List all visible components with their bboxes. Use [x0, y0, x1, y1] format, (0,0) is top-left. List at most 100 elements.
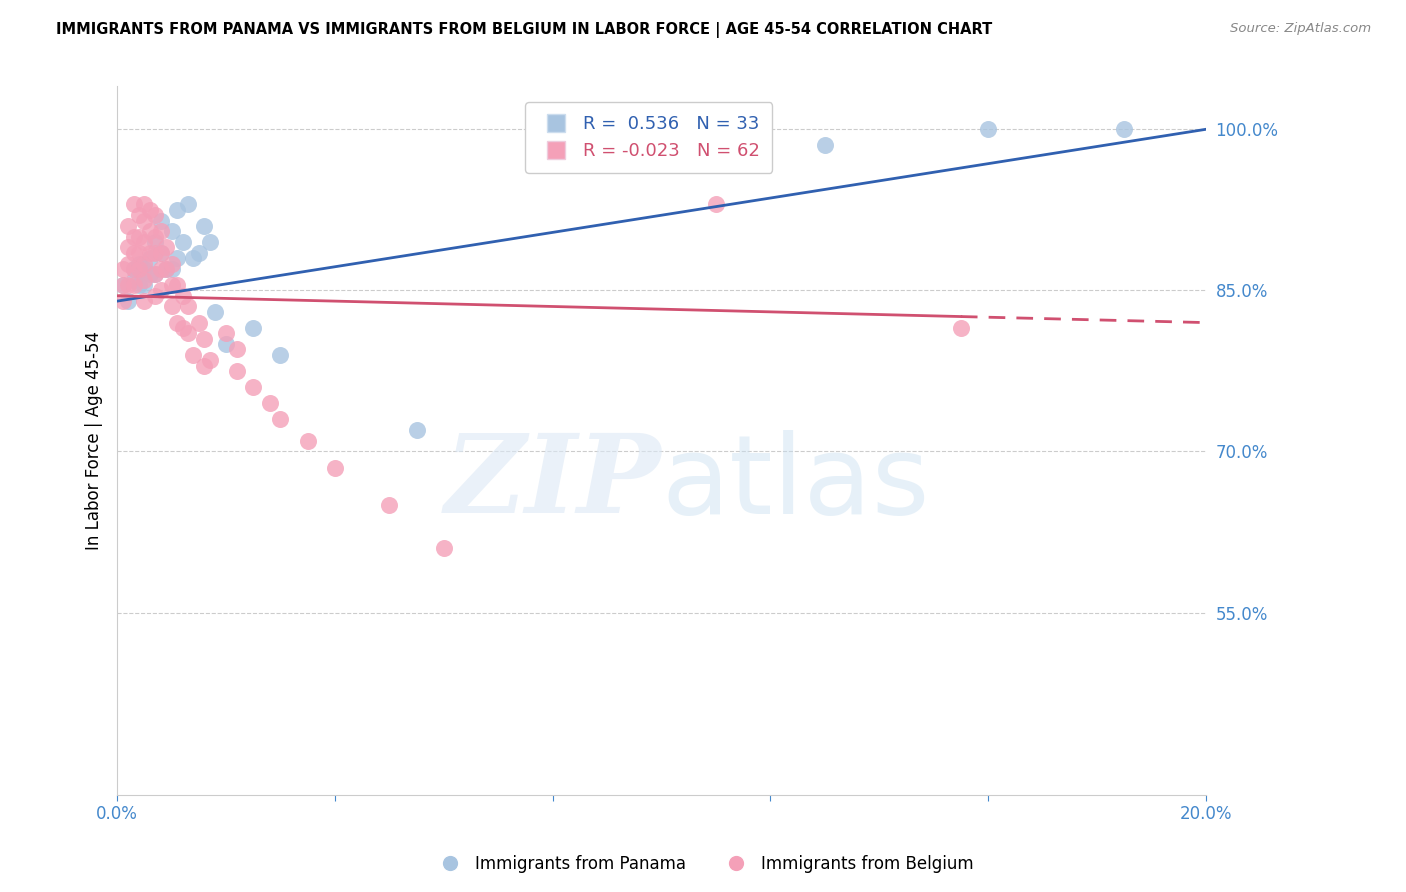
Point — [949, 321, 972, 335]
Point — [160, 278, 183, 293]
Point — [242, 321, 264, 335]
Point — [139, 224, 162, 238]
Legend: R =  0.536   N = 33, R = -0.023   N = 62: R = 0.536 N = 33, R = -0.023 N = 62 — [524, 103, 772, 173]
Point — [128, 278, 150, 293]
Point — [155, 261, 177, 276]
Point — [160, 300, 183, 314]
Point — [160, 261, 183, 276]
Text: atlas: atlas — [661, 430, 929, 537]
Point — [139, 267, 162, 281]
Point — [117, 278, 139, 293]
Point — [139, 251, 162, 265]
Point — [155, 240, 177, 254]
Point — [143, 289, 166, 303]
Point — [433, 541, 456, 555]
Point — [215, 326, 238, 341]
Point — [204, 305, 226, 319]
Point — [226, 364, 249, 378]
Point — [111, 261, 134, 276]
Point — [1114, 122, 1136, 136]
Point — [111, 278, 134, 293]
Point — [134, 256, 156, 270]
Point — [323, 460, 346, 475]
Text: IMMIGRANTS FROM PANAMA VS IMMIGRANTS FROM BELGIUM IN LABOR FORCE | AGE 45-54 COR: IMMIGRANTS FROM PANAMA VS IMMIGRANTS FRO… — [56, 22, 993, 38]
Point — [128, 261, 150, 276]
Point — [149, 245, 172, 260]
Point — [143, 208, 166, 222]
Point — [183, 348, 205, 362]
Point — [117, 219, 139, 233]
Point — [122, 261, 145, 276]
Point — [122, 229, 145, 244]
Point — [226, 343, 249, 357]
Point — [122, 261, 145, 276]
Point — [977, 122, 1000, 136]
Point — [183, 251, 205, 265]
Point — [172, 289, 194, 303]
Point — [139, 202, 162, 217]
Point — [128, 245, 150, 260]
Point — [122, 197, 145, 211]
Point — [139, 245, 162, 260]
Point — [149, 213, 172, 227]
Point — [111, 294, 134, 309]
Point — [122, 278, 145, 293]
Point — [193, 359, 215, 373]
Point — [378, 498, 401, 512]
Point — [193, 219, 215, 233]
Point — [122, 245, 145, 260]
Point — [166, 251, 188, 265]
Point — [149, 224, 172, 238]
Legend: Immigrants from Panama, Immigrants from Belgium: Immigrants from Panama, Immigrants from … — [426, 848, 980, 880]
Point — [117, 240, 139, 254]
Point — [269, 348, 291, 362]
Point — [134, 294, 156, 309]
Point — [297, 434, 319, 448]
Point — [187, 245, 209, 260]
Point — [128, 256, 150, 270]
Point — [134, 278, 156, 293]
Point — [177, 197, 200, 211]
Text: Source: ZipAtlas.com: Source: ZipAtlas.com — [1230, 22, 1371, 36]
Point — [160, 224, 183, 238]
Text: ZIP: ZIP — [444, 429, 661, 537]
Point — [198, 353, 221, 368]
Point — [215, 337, 238, 351]
Point — [122, 273, 145, 287]
Point — [704, 197, 727, 211]
Point — [128, 208, 150, 222]
Point — [187, 316, 209, 330]
Point — [149, 245, 172, 260]
Point — [134, 235, 156, 249]
Point — [198, 235, 221, 249]
Point — [143, 267, 166, 281]
Point — [149, 261, 172, 276]
Point — [172, 321, 194, 335]
Point — [166, 316, 188, 330]
Point — [134, 197, 156, 211]
Point — [172, 235, 194, 249]
Point — [143, 267, 166, 281]
Point — [111, 278, 134, 293]
Point — [166, 278, 188, 293]
Point — [177, 300, 200, 314]
Y-axis label: In Labor Force | Age 45-54: In Labor Force | Age 45-54 — [86, 331, 103, 550]
Point — [259, 396, 281, 410]
Point — [134, 213, 156, 227]
Point — [269, 412, 291, 426]
Point — [193, 332, 215, 346]
Point — [166, 202, 188, 217]
Point — [117, 256, 139, 270]
Point — [128, 229, 150, 244]
Point — [149, 284, 172, 298]
Point — [405, 423, 427, 437]
Point — [143, 229, 166, 244]
Point — [134, 273, 156, 287]
Point — [242, 380, 264, 394]
Point — [177, 326, 200, 341]
Point — [143, 235, 166, 249]
Point — [134, 261, 156, 276]
Point — [160, 256, 183, 270]
Point — [143, 245, 166, 260]
Point — [814, 138, 837, 153]
